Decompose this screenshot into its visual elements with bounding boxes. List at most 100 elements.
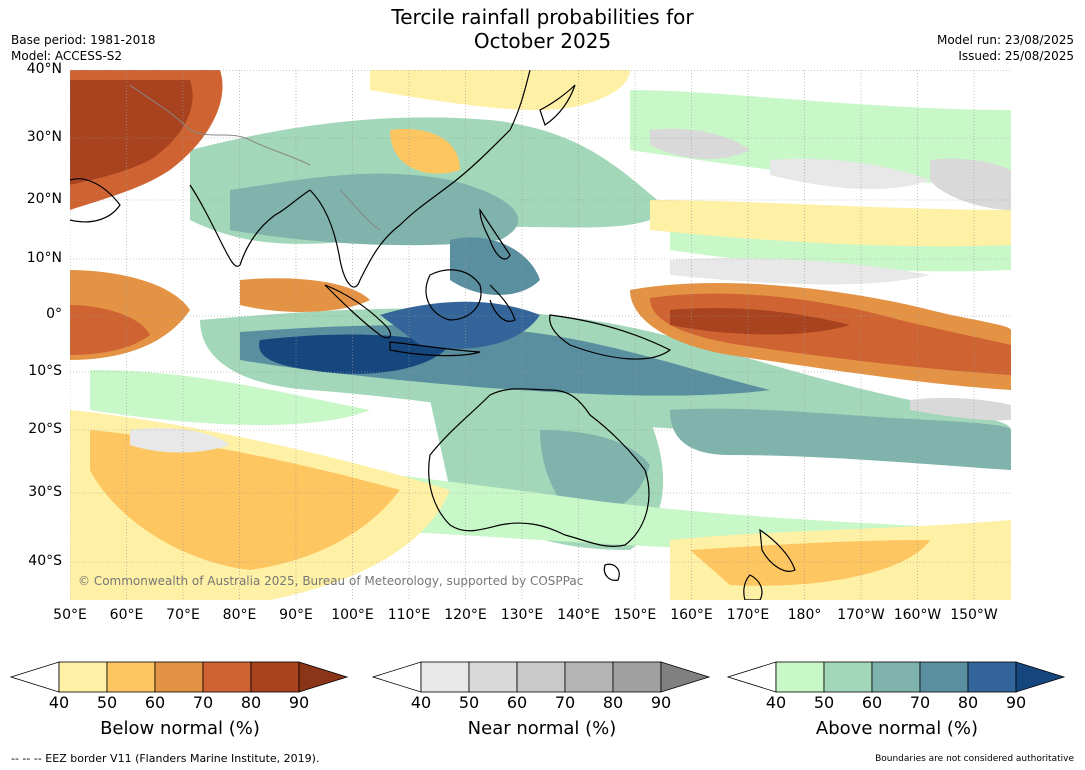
colorbar-below-tick: 70 xyxy=(192,693,214,712)
colorbar-below-segments xyxy=(58,661,300,693)
map-canvas xyxy=(70,70,1011,600)
colorbar-above-tick: 60 xyxy=(861,693,883,712)
lat-label: 40°N xyxy=(26,61,62,77)
colorbar-near-tick: 90 xyxy=(650,693,672,712)
colorbar-near-svg xyxy=(371,661,711,693)
colorbar-below-segment xyxy=(106,661,156,693)
new-guinea-coast xyxy=(549,314,672,360)
lat-label: 20°S xyxy=(28,421,62,437)
sulawesi-coast xyxy=(489,284,516,322)
india-coast xyxy=(189,184,311,267)
map-title: Tercile rainfall probabilities for Octob… xyxy=(0,5,1085,53)
near-normal-field xyxy=(130,128,1011,453)
colorbar-below-tick: 40 xyxy=(48,693,70,712)
australia-coast xyxy=(428,388,650,547)
tasmania-coast xyxy=(603,563,620,581)
colorbar-above-segment xyxy=(967,661,1017,693)
colorbar-near-label: Near normal (%) xyxy=(467,718,617,739)
colorbar-above-segment xyxy=(871,661,921,693)
country-borders xyxy=(129,84,381,231)
colorbar-below-segment xyxy=(202,661,252,693)
title-line-2: October 2025 xyxy=(473,29,612,53)
colorbar-near-segment xyxy=(420,661,470,693)
header-left: Base period: 1981-2018 Model: ACCESS-S2 xyxy=(11,32,156,64)
eez-legend: -- -- -- EEZ border V11 (Flanders Marine… xyxy=(11,752,320,765)
colorbar-below-tick: 80 xyxy=(240,693,262,712)
colorbar-near-tick: 60 xyxy=(506,693,528,712)
arabia-coast xyxy=(70,178,121,223)
colorbar-below-tick: 60 xyxy=(144,693,166,712)
colorbar-above-tick: 70 xyxy=(909,693,931,712)
map-copyright: © Commonwealth of Australia 2025, Bureau… xyxy=(78,574,584,588)
colorbar-above-tick: 50 xyxy=(813,693,835,712)
lon-label: 130°E xyxy=(500,607,544,623)
philippines-coast xyxy=(479,208,511,260)
lon-label: 160°E xyxy=(670,607,713,623)
colorbar-above-segments xyxy=(775,661,1017,693)
lat-label: 10°N xyxy=(26,250,62,266)
sumatra-coast xyxy=(324,284,392,339)
lon-label: 110°E xyxy=(387,607,431,623)
colorbar-near-tick: 80 xyxy=(602,693,624,712)
colorbar-above-tick: 40 xyxy=(765,693,787,712)
model-run: Model run: 23/08/2025 xyxy=(936,33,1074,47)
lon-label: 140°E xyxy=(557,607,600,623)
lon-label: 120°E xyxy=(444,607,487,623)
colorbar-near-segment xyxy=(468,661,518,693)
lon-label: 60°E xyxy=(109,607,144,623)
colorbar-below-tick: 50 xyxy=(96,693,118,712)
lat-label: 30°S xyxy=(28,484,62,500)
lat-label: 20°N xyxy=(26,191,62,207)
colorbar-above-segment xyxy=(775,661,825,693)
lon-label: 80°E xyxy=(222,607,257,623)
colorbar-near-segments xyxy=(420,661,662,693)
lat-label: 0° xyxy=(46,306,62,322)
colorbar-near-tick: 70 xyxy=(554,693,576,712)
colorbar-near-tick: 50 xyxy=(458,693,480,712)
graticule xyxy=(70,70,1011,600)
lat-label: 40°S xyxy=(28,553,62,569)
japan-coast xyxy=(539,84,576,126)
colorbar-above-segment xyxy=(919,661,969,693)
coastlines xyxy=(70,70,796,600)
new-zealand-coast xyxy=(743,528,796,600)
colorbar-above-normal xyxy=(726,660,1067,694)
colorbar-near-segment xyxy=(564,661,614,693)
colorbar-below-normal xyxy=(9,660,350,694)
lon-label: 170°W xyxy=(837,607,885,623)
colorbar-above-tick: 90 xyxy=(1005,693,1027,712)
lon-label: 170°E xyxy=(726,607,770,623)
colorbar-near-segment xyxy=(612,661,662,693)
lon-label: 160°W xyxy=(893,607,942,623)
colorbar-below-svg xyxy=(9,661,349,693)
borneo-coast xyxy=(425,269,482,321)
colorbar-below-segment xyxy=(250,661,300,693)
model-name: Model: ACCESS-S2 xyxy=(11,49,123,63)
colorbar-below-tick: 90 xyxy=(288,693,310,712)
colorbar-near-segment xyxy=(516,661,566,693)
issued-date: Issued: 25/08/2025 xyxy=(958,49,1074,63)
lon-label: 180° xyxy=(787,607,822,623)
lat-label: 10°S xyxy=(28,363,62,379)
colorbar-above-tick: 80 xyxy=(957,693,979,712)
base-period: Base period: 1981-2018 xyxy=(11,33,156,47)
lon-label: 70°E xyxy=(166,607,200,623)
java-coast xyxy=(389,341,481,357)
lon-label: 150°W xyxy=(950,607,998,623)
lon-label: 90°E xyxy=(279,607,313,623)
lon-label: 100°E xyxy=(331,607,374,623)
below-normal-field xyxy=(70,70,1011,600)
lat-label: 30°N xyxy=(26,129,62,145)
colorbar-near-tick: 40 xyxy=(410,693,432,712)
title-line-1: Tercile rainfall probabilities for xyxy=(391,5,694,29)
colorbar-below-segment xyxy=(154,661,204,693)
indochina-coast xyxy=(309,70,531,288)
rainfall-map: © Commonwealth of Australia 2025, Bureau… xyxy=(70,70,1011,600)
header-right: Model run: 23/08/2025 Issued: 25/08/2025 xyxy=(937,32,1074,64)
colorbar-below-segment xyxy=(58,661,108,693)
colorbar-below-label: Below normal (%) xyxy=(100,718,260,739)
colorbar-above-svg xyxy=(726,661,1066,693)
colorbar-above-label: Above normal (%) xyxy=(815,718,979,739)
lon-label: 50°E xyxy=(53,607,87,623)
colorbar-near-normal xyxy=(371,660,712,694)
